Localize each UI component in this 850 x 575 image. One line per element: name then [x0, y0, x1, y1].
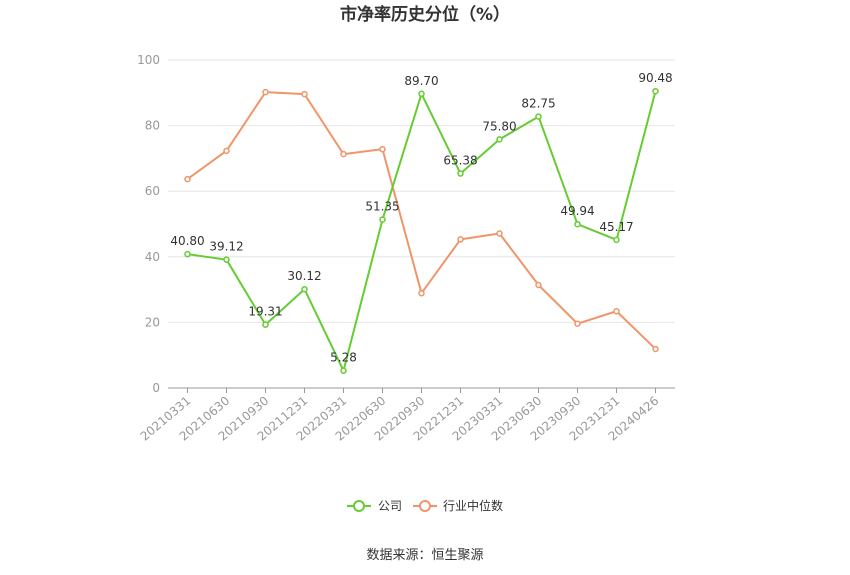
- y-tick-label-80: 80: [145, 119, 160, 133]
- data-point-0-5[interactable]: [379, 216, 386, 223]
- legend-company-label: 公司: [378, 499, 402, 513]
- data-point-1-0[interactable]: [184, 175, 191, 183]
- data-point-1-5[interactable]: [379, 145, 386, 153]
- data-label-0: 40.80: [170, 234, 204, 248]
- series-line-0: [187, 90, 657, 372]
- data-point-1-10[interactable]: [574, 320, 581, 327]
- data-source: 数据来源：恒生聚源: [366, 548, 483, 563]
- data-point-0-1[interactable]: [223, 256, 230, 263]
- x-axis: 2021033120210630202109302021123120220331…: [138, 387, 675, 444]
- data-point-0-11[interactable]: [613, 236, 620, 244]
- y-tick-label-40: 40: [145, 250, 160, 264]
- legend-industry-label: 行业中位数: [443, 498, 503, 513]
- y-tick-label-100: 100: [137, 53, 160, 67]
- data-point-1-3[interactable]: [301, 90, 308, 98]
- data-label-10: 49.94: [560, 204, 594, 218]
- data-point-1-6[interactable]: [418, 289, 425, 297]
- data-point-1-1[interactable]: [223, 147, 230, 155]
- data-label-9: 82.75: [521, 97, 555, 111]
- data-label-5: 51.35: [365, 200, 399, 214]
- data-point-0-10[interactable]: [574, 220, 581, 228]
- data-point-0-6[interactable]: [418, 90, 425, 98]
- data-label-6: 89.70: [404, 74, 438, 88]
- data-point-0-2[interactable]: [262, 321, 269, 328]
- data-label-7: 65.38: [443, 154, 477, 168]
- y-tick-label-0: 0: [152, 381, 160, 395]
- data-point-0-3[interactable]: [301, 285, 308, 293]
- chart-title: 市净率历史分位（%）: [340, 4, 510, 25]
- y-axis: 0 20 40 60 80 100: [137, 53, 160, 395]
- data-label-8: 75.80: [482, 119, 516, 133]
- data-point-0-0[interactable]: [184, 250, 191, 258]
- data-point-0-12[interactable]: [652, 87, 659, 95]
- series-layer: 40.80 39.12 19.31 30.12 5.28 51.35 89.70 65.38 7…: [170, 71, 673, 374]
- data-point-1-8[interactable]: [496, 230, 503, 237]
- data-point-0-8[interactable]: [496, 136, 503, 143]
- data-label-11: 45.17: [599, 220, 633, 234]
- data-point-0-4[interactable]: [340, 367, 347, 374]
- data-point-1-11[interactable]: [613, 307, 620, 315]
- y-tick-label-60: 60: [145, 184, 160, 198]
- legend-industry-marker: [419, 500, 431, 512]
- data-label-4: 5.28: [330, 351, 357, 365]
- data-point-1-2[interactable]: [262, 88, 269, 96]
- data-point-1-7[interactable]: [457, 236, 464, 243]
- y-tick-label-20: 20: [145, 315, 160, 329]
- data-point-1-9[interactable]: [535, 281, 542, 289]
- series-industry-median: [184, 88, 659, 353]
- data-label-2: 19.31: [248, 305, 282, 319]
- data-label-12: 90.48: [638, 71, 672, 85]
- legend[interactable]: 公司 行业中位数: [347, 498, 503, 513]
- data-point-1-12[interactable]: [652, 345, 659, 353]
- data-point-1-4[interactable]: [340, 150, 347, 158]
- legend-item-company[interactable]: 公司: [347, 499, 402, 513]
- legend-item-industry-median[interactable]: 行业中位数: [413, 498, 503, 513]
- grid: [168, 59, 675, 323]
- legend-company-marker: [353, 500, 365, 512]
- data-label-3: 30.12: [287, 269, 321, 283]
- data-label-1: 39.12: [209, 240, 243, 254]
- series-company: 40.80 39.12 19.31 30.12 5.28 51.35 89.70 65.38 7…: [170, 71, 673, 374]
- data-point-0-7[interactable]: [457, 170, 464, 177]
- data-point-0-9[interactable]: [535, 113, 542, 120]
